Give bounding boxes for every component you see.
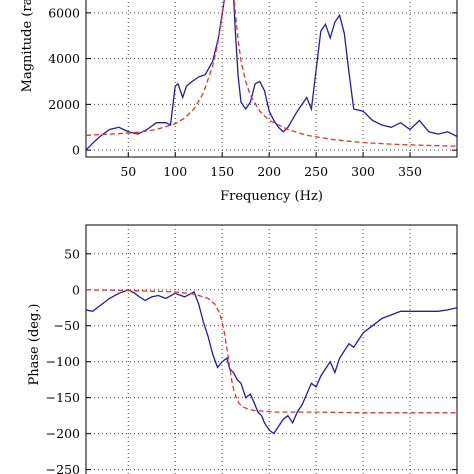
y-tick-label: −150	[46, 390, 80, 405]
y-tick-label: −100	[46, 354, 80, 369]
model-fit-dashed-line	[86, 0, 457, 147]
magnitude-ticks: 50 100 150 200 250 300 350 0 2000 4000 6000	[48, 5, 457, 179]
x-tick-label: 250	[304, 164, 328, 179]
magnitude-series	[86, 0, 457, 151]
phase-y-axis-label: Phase (deg.)	[27, 304, 42, 386]
x-tick-label: 100	[163, 164, 187, 179]
phase-grid	[86, 225, 457, 474]
phase-series	[86, 289, 457, 435]
phase-plot-frame	[85, 224, 458, 474]
y-tick-label: 4000	[48, 51, 80, 66]
magnitude-plot-frame	[85, 0, 458, 158]
x-tick-label: 150	[210, 164, 234, 179]
y-tick-label: 2000	[48, 97, 80, 112]
model-fit-dashed-line	[86, 289, 457, 414]
magnitude-y-axis-label: Magnitude (ra	[20, 0, 35, 92]
x-tick-label: 300	[351, 164, 375, 179]
x-tick-label: 350	[398, 164, 422, 179]
y-tick-label: 6000	[48, 5, 80, 20]
y-tick-label: −250	[46, 462, 80, 474]
x-tick-label: 200	[257, 164, 281, 179]
y-tick-label: 0	[72, 282, 80, 297]
frequency-x-axis-label: Frequency (Hz)	[220, 189, 323, 204]
y-tick-label: −50	[54, 318, 80, 333]
measured-data-line	[86, 289, 457, 435]
magnitude-chart: 50 100 150 200 250 300 350 0 2000 4000 6000 Magnit…	[20, 0, 458, 204]
y-tick-label: 0	[72, 143, 80, 158]
measured-data-line	[86, 0, 457, 151]
x-tick-label: 50	[120, 164, 136, 179]
y-tick-label: 50	[64, 246, 80, 261]
phase-chart: 50 0 −50 −100 −150 −200 −250 Phase (deg.)	[27, 224, 458, 474]
y-tick-label: −200	[46, 426, 80, 441]
magnitude-grid	[86, 0, 457, 157]
phase-ticks: 50 0 −50 −100 −150 −200 −250	[46, 246, 457, 474]
